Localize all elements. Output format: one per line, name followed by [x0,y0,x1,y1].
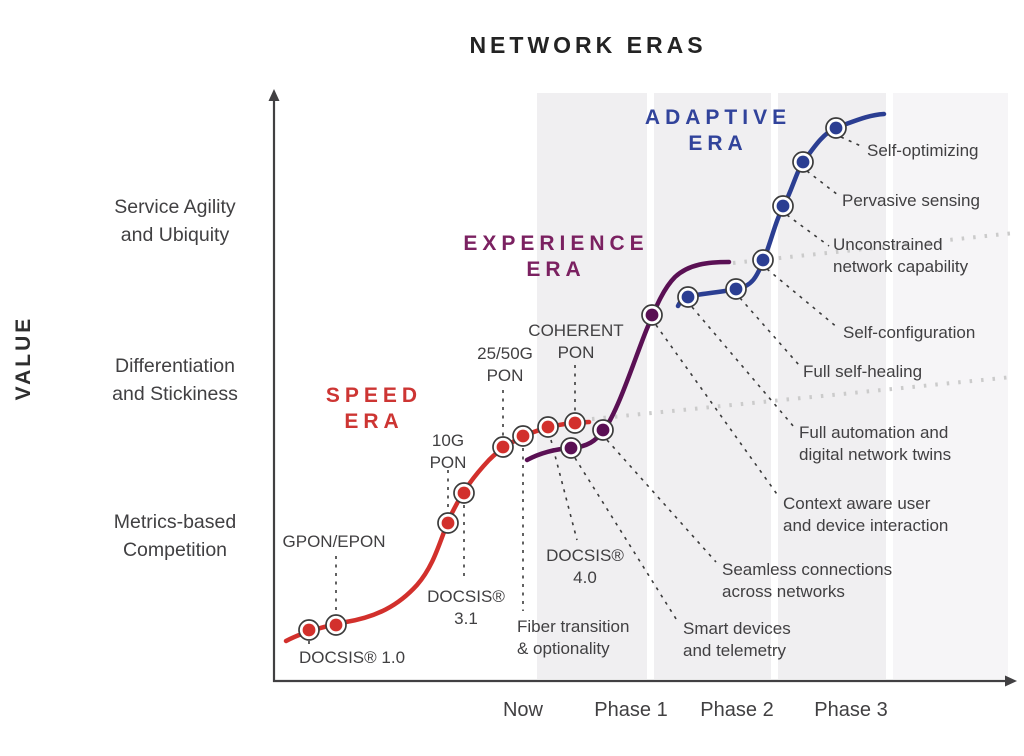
axis-arrowhead [1005,675,1017,687]
milestone-label-10g-pon: 10G PON [429,431,467,472]
milestone-label-25-50g-pon: 25/50G PON [477,344,533,385]
milestone-dot [516,429,530,443]
milestone-dot [302,623,316,637]
milestone-dot [457,486,471,500]
y-tick-differentiation: Differentiation and Stickiness [112,355,238,405]
milestone-label-unconstrained: Unconstrained network capability [833,235,969,276]
adaptive-era-label: ADAPTIVE ERA [644,106,792,155]
callout-dash-line [691,306,795,428]
x-tick-phase-2: Phase 2 [700,699,774,721]
milestone-dot [796,155,810,169]
milestone-dot [596,423,610,437]
phase-band [654,93,771,679]
y-axis-title: VALUE [12,315,35,401]
milestone-label-self-configuration: Self-configuration [843,323,976,342]
callout-dash-line [606,439,717,563]
milestone-dot [568,416,582,430]
milestone-dot [645,308,659,322]
milestone-label-docsis-4-0: DOCSIS® 4.0 [546,546,624,587]
milestone-label-seamless-connections: Seamless connections across networks [722,560,893,601]
milestone-label-gpon-epon: GPON/EPON [282,532,386,551]
phase-band [537,93,647,679]
milestone-label-docsis-3-1: DOCSIS® 3.1 [427,587,505,628]
milestone-dot [729,282,743,296]
milestone-label-self-optimizing: Self-optimizing [867,141,979,160]
milestone-label-pervasive-sensing: Pervasive sensing [842,191,980,210]
callout-dash-line [550,439,578,541]
phase-band [778,93,886,679]
callout-dash-line [655,324,780,498]
milestone-dot [776,199,790,213]
x-tick-phase-3: Phase 3 [814,699,888,721]
axis-arrowhead [268,89,280,101]
x-tick-phase-1: Phase 1 [594,699,668,721]
milestone-dot [681,290,695,304]
milestone-label-full-automation: Full automation and digital network twin… [799,423,952,464]
callout-dash-line [766,268,839,329]
milestone-dot [496,440,510,454]
trend-dotted-line [591,375,1013,421]
milestone-dot [441,516,455,530]
chart-title: NETWORK ERAS [469,32,707,58]
milestone-label-fiber-transition: Fiber transition & optionality [517,617,630,658]
experience-era-label: EXPERIENCE ERA [463,232,649,281]
speed-era-label: SPEED ERA [325,384,423,433]
trend-dotted-line [732,231,1015,265]
y-tick-metrics-based: Metrics-based Competition [113,511,237,561]
milestone-label-docsis-1-0: DOCSIS® 1.0 [298,648,406,667]
callout-dash-line [786,214,830,247]
phase-band [893,93,1008,679]
milestone-dot [829,121,843,135]
milestone-label-smart-devices: Smart devices and telemetry [683,619,791,660]
y-tick-service-agility: Service Agility and Ubiquity [114,196,236,246]
milestone-dot [541,420,555,434]
milestone-dot [329,618,343,632]
milestone-label-full-self-healing: Full self-healing [803,362,923,381]
milestone-dot [564,441,578,455]
milestone-label-context-aware: Context aware user and device interactio… [783,494,949,535]
milestone-dot [756,253,770,267]
callout-dash-line [806,170,839,196]
callout-dash-line [739,297,800,366]
milestone-label-coherent-pon: COHERENT PON [528,321,624,362]
x-tick-now: Now [502,699,544,721]
